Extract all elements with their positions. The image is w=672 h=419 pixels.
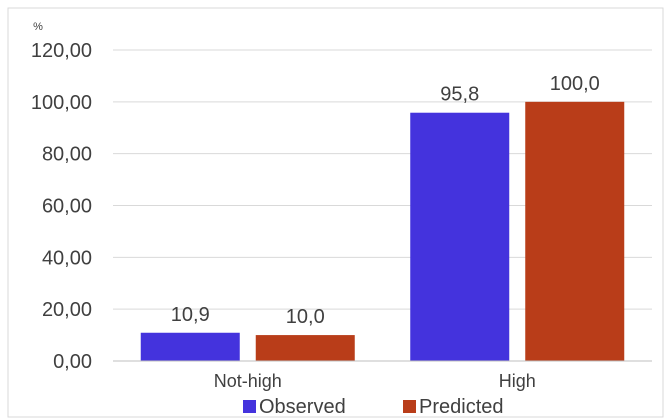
bars [140, 101, 625, 362]
legend-swatch [243, 400, 256, 413]
y-tick-label: 60,00 [42, 196, 92, 218]
y-tick-label: 80,00 [42, 144, 92, 166]
data-label: 10,9 [171, 304, 210, 326]
bar-observed-high [410, 112, 510, 362]
y-tick-label: 0,00 [53, 351, 92, 373]
data-label: 95,8 [440, 84, 479, 106]
legend-swatch [403, 400, 416, 413]
x-category-label: Not-high [214, 371, 282, 391]
data-label: 10,0 [286, 306, 325, 328]
data-label: 100,0 [550, 73, 600, 95]
data-labels: 10,9 10,0 95,8 100,0 [171, 73, 600, 328]
bar-predicted-high [525, 101, 625, 361]
y-axis-ticks: 0,00 20,00 40,00 60,00 80,00 100,00 120,00 [31, 40, 92, 373]
legend-label: Predicted [419, 396, 504, 418]
y-tick-label: 20,00 [42, 299, 92, 321]
y-tick-label: 120,00 [31, 40, 92, 62]
x-category-label: High [499, 371, 536, 391]
y-unit-label: % [33, 21, 43, 33]
legend: Observed Predicted [243, 396, 504, 418]
bar-predicted-not-high [255, 335, 355, 361]
bar-observed-not-high [140, 332, 240, 361]
y-tick-label: 40,00 [42, 247, 92, 269]
legend-label: Observed [259, 396, 346, 418]
y-tick-label: 100,00 [31, 92, 92, 114]
x-axis-categories: Not-high High [214, 371, 536, 391]
